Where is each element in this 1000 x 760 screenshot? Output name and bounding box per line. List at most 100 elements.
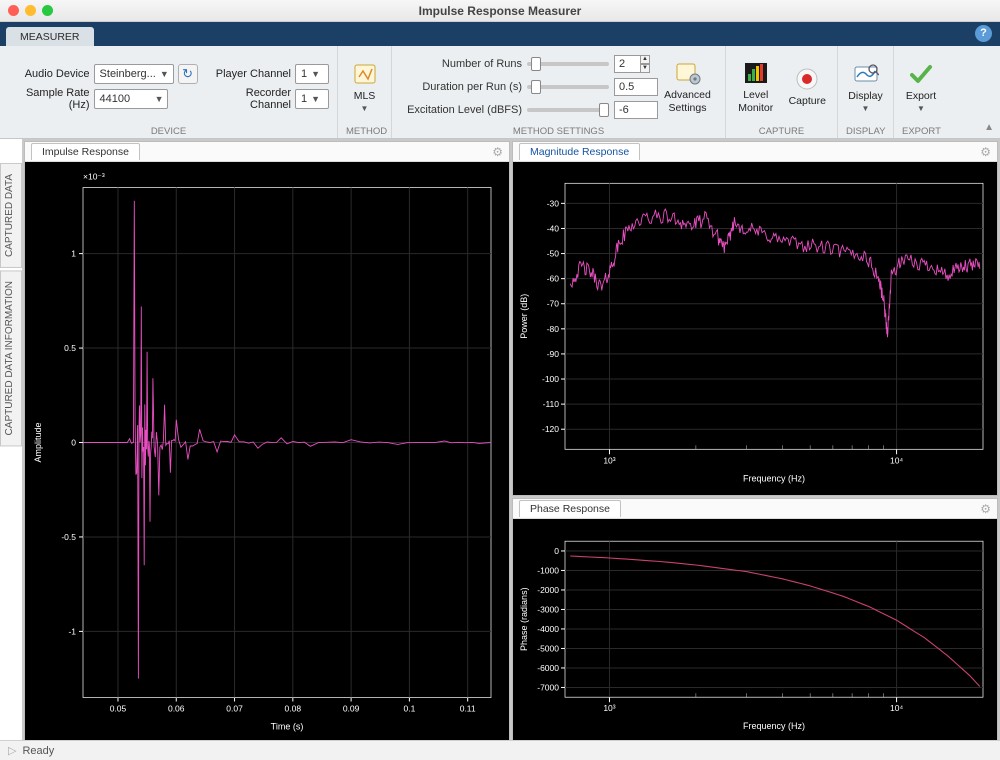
svg-text:0.09: 0.09	[343, 704, 360, 714]
magnitude-plot[interactable]: 10³10⁴-30-40-50-60-70-80-90-100-110-120F…	[513, 162, 997, 495]
display-button[interactable]: Display ▼	[846, 52, 885, 122]
export-label: Export	[906, 90, 936, 102]
impulse-plot[interactable]: 0.050.060.070.080.090.10.11-1-0.500.51Ti…	[25, 162, 509, 741]
svg-text:Frequency (Hz): Frequency (Hz)	[743, 721, 805, 731]
svg-text:0.5: 0.5	[64, 343, 76, 353]
method-mls-button[interactable]: MLS ▼	[346, 52, 383, 122]
recorder-channel-label: Recorder Channel	[206, 87, 291, 111]
display-label: Display	[848, 90, 882, 102]
svg-text:-7000: -7000	[537, 682, 559, 692]
settings-group-label: METHOD SETTINGS	[400, 126, 717, 137]
svg-text:-70: -70	[547, 299, 560, 309]
svg-text:-40: -40	[547, 223, 560, 233]
panel-gear-icon[interactable]: ⚙	[980, 145, 991, 159]
refresh-devices-icon[interactable]: ↻	[178, 64, 198, 84]
num-runs-spinner[interactable]: ▲▼	[640, 55, 650, 73]
svg-text:-100: -100	[542, 374, 559, 384]
collapse-toolstrip-icon[interactable]: ▲	[984, 122, 994, 133]
excitation-slider[interactable]	[527, 108, 609, 112]
svg-text:-1: -1	[68, 626, 76, 636]
phase-plot[interactable]: 10³10⁴0-1000-2000-3000-4000-5000-6000-70…	[513, 519, 997, 743]
svg-text:-0.5: -0.5	[61, 532, 76, 542]
level-monitor-icon	[742, 60, 770, 86]
svg-text:0.05: 0.05	[110, 704, 127, 714]
phase-panel-tab[interactable]: Phase Response	[519, 500, 621, 517]
svg-text:Phase (radians): Phase (radians)	[519, 587, 529, 651]
advanced-settings-label: Advanced Settings	[664, 89, 711, 113]
export-button[interactable]: Export ▼	[902, 52, 940, 122]
svg-text:Frequency (Hz): Frequency (Hz)	[743, 473, 805, 483]
capture-button[interactable]: Capture	[786, 52, 830, 122]
svg-text:0: 0	[554, 546, 559, 556]
svg-text:-1000: -1000	[537, 565, 559, 575]
help-icon[interactable]: ?	[975, 25, 992, 42]
capture-label: Capture	[789, 95, 826, 107]
magnitude-panel: Magnitude Response⚙ 10³10⁴-30-40-50-60-7…	[512, 141, 998, 496]
svg-text:0.08: 0.08	[285, 704, 302, 714]
export-group-label: EXPORT	[902, 126, 940, 137]
phase-panel: Phase Response⚙ 10³10⁴0-1000-2000-3000-4…	[512, 498, 998, 744]
sample-rate-label: Sample Rate (Hz)	[8, 87, 90, 111]
excitation-label: Excitation Level (dBFS)	[400, 104, 522, 116]
advanced-settings-icon	[674, 60, 702, 86]
svg-text:1: 1	[71, 249, 76, 259]
method-group-label: METHOD	[346, 126, 383, 137]
status-text: Ready	[22, 745, 54, 757]
advanced-settings-button[interactable]: Advanced Settings	[658, 52, 717, 122]
record-icon	[793, 66, 821, 92]
panel-gear-icon[interactable]: ⚙	[980, 502, 991, 516]
titlebar: Impulse Response Measurer	[0, 0, 1000, 22]
svg-text:10⁴: 10⁴	[890, 455, 903, 465]
svg-text:0.06: 0.06	[168, 704, 185, 714]
svg-text:10⁴: 10⁴	[890, 703, 903, 713]
window-title: Impulse Response Measurer	[0, 4, 1000, 18]
excitation-value[interactable]: -6	[614, 101, 658, 119]
recorder-channel-combo[interactable]: 1▼	[295, 89, 329, 109]
svg-text:0.07: 0.07	[226, 704, 243, 714]
svg-text:-3000: -3000	[537, 604, 559, 614]
export-check-icon	[907, 61, 935, 87]
workspace: Impulse Response ⚙ 0.05 0.06 0.07 0.08 0.09 0.…	[22, 139, 1000, 740]
impulse-panel: Impulse Response ⚙ 0.05 0.06 0.07 0.08 0.09 0.…	[24, 141, 510, 742]
svg-text:Amplitude: Amplitude	[33, 422, 43, 462]
magnitude-panel-tab[interactable]: Magnitude Response	[519, 143, 640, 160]
level-monitor-button[interactable]: Level Monitor	[734, 52, 778, 122]
svg-text:-2000: -2000	[537, 585, 559, 595]
num-runs-label: Number of Runs	[400, 58, 522, 70]
svg-text:0.11: 0.11	[460, 704, 476, 714]
panel-gear-icon[interactable]: ⚙	[492, 145, 503, 159]
svg-text:0: 0	[71, 438, 76, 448]
svg-text:-5000: -5000	[537, 643, 559, 653]
num-runs-value[interactable]: 2	[614, 55, 641, 73]
duration-label: Duration per Run (s)	[400, 81, 522, 93]
sidebar-captured-data-tab[interactable]: CAPTURED DATA	[0, 163, 22, 268]
duration-slider[interactable]	[527, 85, 609, 89]
svg-text:-4000: -4000	[537, 624, 559, 634]
sample-rate-combo[interactable]: 44100▼	[94, 89, 168, 109]
device-group-label: DEVICE	[8, 126, 329, 137]
level-monitor-label: Level Monitor	[738, 89, 773, 113]
player-channel-label: Player Channel	[206, 68, 291, 80]
toolstrip-tabs: MEASURER ?	[0, 22, 1000, 46]
tab-measurer[interactable]: MEASURER	[6, 27, 94, 46]
num-runs-slider[interactable]	[527, 62, 609, 66]
player-channel-combo[interactable]: 1▼	[295, 64, 329, 84]
display-icon	[852, 61, 880, 87]
duration-value[interactable]: 0.5	[614, 78, 658, 96]
impulse-panel-tab[interactable]: Impulse Response	[31, 143, 140, 160]
svg-text:-80: -80	[547, 324, 560, 334]
svg-text:10³: 10³	[603, 455, 615, 465]
display-group-label: DISPLAY	[846, 126, 885, 137]
svg-text:×10⁻³: ×10⁻³	[83, 172, 105, 182]
sidebar-captured-info-tab[interactable]: CAPTURED DATA INFORMATION	[0, 270, 22, 446]
audio-device-label: Audio Device	[8, 68, 90, 80]
svg-text:-120: -120	[542, 424, 559, 434]
svg-text:-90: -90	[547, 349, 560, 359]
svg-text:-6000: -6000	[537, 663, 559, 673]
svg-text:-110: -110	[543, 399, 560, 409]
audio-device-combo[interactable]: Steinberg...▼	[94, 64, 174, 84]
toolstrip: Audio Device Steinberg...▼ ↻ Sample Rate…	[0, 46, 1000, 139]
status-bar: ▷ Ready	[0, 740, 1000, 760]
svg-text:-60: -60	[547, 274, 560, 284]
svg-text:Time (s): Time (s)	[271, 722, 304, 732]
